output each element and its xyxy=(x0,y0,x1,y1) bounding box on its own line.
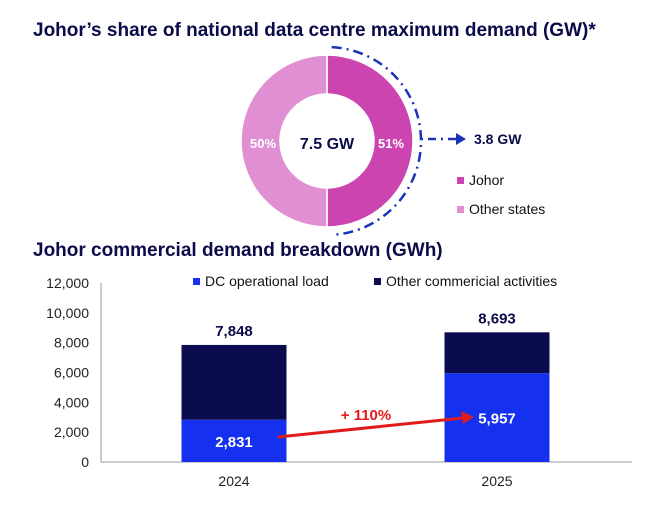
donut-chart-title: Johor’s share of national data centre ma… xyxy=(33,20,596,41)
y-tick-label: 6,000 xyxy=(54,365,89,381)
donut-slice-other-states xyxy=(240,54,328,228)
bar-segment-other-commercial xyxy=(181,344,287,420)
bar-chart-title: Johor commercial demand breakdown (GWh) xyxy=(33,240,443,261)
x-tick-label: 2024 xyxy=(218,473,249,489)
callout-arrowhead xyxy=(456,133,466,145)
legend-swatch-other-states xyxy=(457,205,464,213)
slice-label-other-states: 50% xyxy=(250,136,276,151)
bar-segment-other-commercial xyxy=(444,332,550,374)
y-tick-label: 8,000 xyxy=(54,335,89,351)
callout-label: 3.8 GW xyxy=(474,131,522,147)
bar-segment-dc-operational-load xyxy=(181,419,287,462)
legend-item-johor: Johor xyxy=(457,172,504,188)
slice-label-johor: 51% xyxy=(378,136,404,151)
legend-label-dc: DC operational load xyxy=(205,273,329,289)
y-tick-label: 0 xyxy=(81,454,89,470)
growth-label: + 110% xyxy=(341,407,391,424)
legend-item-dc-operational-load: DC operational load xyxy=(193,273,329,289)
legend-swatch-johor xyxy=(457,176,464,184)
legend-item-other-states: Other states xyxy=(457,201,545,217)
growth-arrow-line xyxy=(277,416,464,439)
data-label-dc: 2,831 xyxy=(215,434,253,451)
legend-label-johor: Johor xyxy=(469,172,505,188)
donut-slice-johor xyxy=(326,54,414,228)
y-tick-label: 12,000 xyxy=(46,275,89,291)
donut-center-label: 7.5 GW xyxy=(300,136,355,153)
growth-arrowhead xyxy=(461,411,474,424)
callout-arc xyxy=(331,45,423,237)
data-label-total: 8,693 xyxy=(478,310,516,327)
donut-chart: 7.5 GW 51% 50% 3.8 GW xyxy=(240,45,522,237)
legend-item-other-commercial: Other commericial activities xyxy=(374,273,557,289)
legend-label-other-commercial: Other commericial activities xyxy=(386,273,558,289)
legend-label-other-states: Other states xyxy=(469,201,546,217)
legend-swatch-other-commercial xyxy=(374,277,381,285)
y-tick-label: 2,000 xyxy=(54,424,89,440)
data-label-dc: 5,957 xyxy=(478,411,516,428)
y-tick-label: 4,000 xyxy=(54,394,89,410)
x-tick-label: 2025 xyxy=(481,473,512,489)
data-label-total: 7,848 xyxy=(215,323,253,340)
y-tick-label: 10,000 xyxy=(46,305,89,321)
legend-swatch-dc xyxy=(193,277,200,285)
